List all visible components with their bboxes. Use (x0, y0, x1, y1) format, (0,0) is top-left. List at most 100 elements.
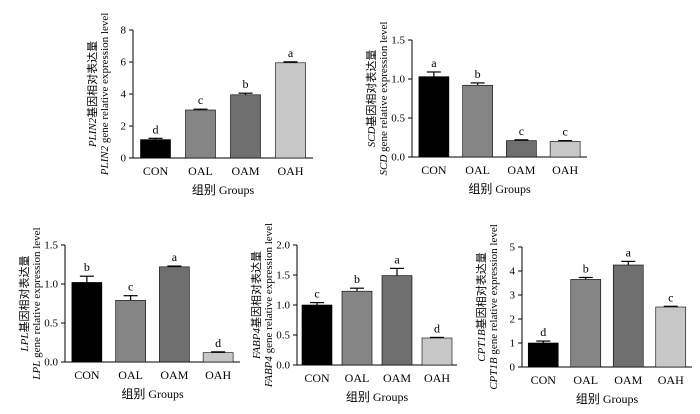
gene-symbol: FABP4 (251, 328, 263, 360)
y-tick-label: 8 (121, 25, 127, 37)
y-tick-label: 1.0 (44, 279, 58, 291)
bar-oal (185, 109, 216, 159)
significance-letter: d (540, 325, 546, 339)
y-axis-title-cn: SCD基因相对表达量 (364, 50, 378, 148)
y-tick-label: 5 (510, 242, 516, 254)
x-tick-label: OAH (658, 373, 684, 387)
chart-plin2: 0 2 4 6 8 d CON c OAL b OAM a OAH 组别 Groups PLIN2基因相对表… (80, 5, 340, 215)
x-tick-label: CON (421, 163, 447, 177)
significance-letter: a (431, 56, 437, 70)
significance-letter: d (153, 122, 159, 136)
bar-oam (159, 266, 190, 363)
bar-oam (381, 275, 413, 366)
x-tick-label: OAM (383, 371, 411, 385)
gene-symbol: FABP4 (263, 356, 275, 388)
x-tick-label: CON (304, 371, 330, 385)
significance-letter: c (314, 287, 319, 301)
bar-oal (462, 84, 493, 158)
bar-con (418, 76, 450, 158)
chart-cpt1b: 0 1 2 3 4 5 d CON b OAL a OAM c OAH 组别 Groups CPT1B基因相对… (470, 205, 700, 414)
bar-oah (421, 337, 453, 366)
bar-oal (570, 279, 602, 368)
y-tick-label: 3 (510, 290, 516, 302)
significance-letter: c (198, 93, 203, 107)
y-axis-title-en: CPT1B gene relative expression level (488, 224, 500, 390)
label-rest: gene relative expression level (488, 224, 500, 357)
y-tick-label: 1.0 (276, 300, 290, 312)
gene-symbol: CPT1B (488, 357, 500, 390)
x-axis-title: 组别 Groups (468, 182, 531, 196)
gene-symbol: LPL (19, 333, 31, 353)
y-tick-label: 2 (121, 121, 127, 133)
significance-letter: b (583, 261, 589, 275)
y-tick-label: 2.0 (276, 240, 290, 252)
gene-symbol: SCD (366, 127, 378, 148)
x-tick-label: OAM (160, 368, 188, 382)
significance-letter: a (394, 252, 400, 266)
bar-con (71, 282, 103, 363)
significance-letter: b (84, 260, 90, 274)
y-tick-label: 1.5 (391, 35, 405, 47)
x-tick-label: OAL (573, 373, 598, 387)
y-tick-label: 1.0 (391, 74, 405, 86)
x-tick-label: CON (143, 164, 169, 178)
y-tick-label: 4 (121, 89, 127, 101)
y-axis-title-cn: CPT1B基因相对表达量 (474, 252, 488, 361)
y-tick-label: 0.0 (276, 360, 290, 372)
gene-symbol: CPT1B (476, 329, 488, 362)
x-axis-title: 组别 Groups (121, 387, 184, 401)
gene-symbol: LPL (31, 361, 43, 381)
gene-symbol: SCD (378, 155, 390, 176)
y-tick-label: 0.5 (44, 318, 58, 330)
y-axis-title-en: PLIN2 gene relative expression level (99, 13, 111, 177)
y-tick-label: 1.5 (276, 270, 290, 282)
y-tick-label: 0.0 (391, 152, 405, 164)
significance-letter: a (288, 46, 294, 60)
gene-symbol: PLIN2 (87, 117, 99, 148)
y-tick-label: 0 (121, 153, 127, 165)
label-rest: 基因相对表达量 (474, 252, 488, 329)
bar-con (140, 139, 171, 159)
x-axis-title: 组别 Groups (346, 390, 409, 404)
bar-oal (341, 290, 373, 366)
y-tick-label: 0 (510, 362, 516, 374)
significance-letter: d (434, 321, 440, 335)
y-tick-label: 0.5 (391, 113, 405, 125)
label-rest: gene relative expression level (31, 227, 43, 360)
x-tick-label: OAH (552, 163, 578, 177)
y-axis-title-en: FABP4 gene relative expression level (263, 223, 275, 388)
x-axis-title: 组别 Groups (576, 392, 639, 406)
y-tick-label: 0.5 (276, 330, 290, 342)
x-tick-label: OAL (465, 163, 490, 177)
bar-oam (612, 264, 644, 368)
gene-symbol: PLIN2 (99, 145, 111, 176)
significance-letter: a (626, 245, 632, 259)
bar-oal (115, 300, 146, 363)
chart-fabp4-svg: 0.0 0.5 1.0 1.5 2.0 c CON b OAL a OAM d OAH 组别 Groups… (249, 223, 457, 404)
x-tick-label: OAL (188, 164, 213, 178)
bar-oam (230, 94, 261, 159)
bar-con (301, 304, 333, 366)
x-tick-label: CON (531, 373, 557, 387)
bar-oah (275, 62, 306, 159)
significance-letter: c (668, 290, 673, 304)
x-tick-label: OAH (205, 368, 231, 382)
significance-letter: a (172, 250, 178, 264)
bar-oah (549, 141, 581, 158)
x-axis-title: 组别 Groups (192, 183, 255, 197)
label-rest: gene relative expression level (99, 13, 111, 146)
chart-scd-svg: 0.0 0.5 1.0 1.5 a CON b OAL c OAM c OAH 组别 Groups SCD… (364, 22, 587, 196)
x-tick-label: OAM (507, 163, 535, 177)
y-tick-label: 1 (510, 338, 516, 350)
significance-letter: c (128, 280, 133, 294)
x-tick-label: OAH (278, 164, 304, 178)
label-rest: 基因相对表达量 (364, 50, 378, 127)
significance-letter: d (215, 336, 221, 350)
y-axis-title-cn: LPL基因相对表达量 (17, 256, 31, 353)
significance-letter: b (475, 67, 481, 81)
y-axis-title-en: LPL gene relative expression level (31, 227, 43, 380)
y-tick-label: 6 (121, 57, 127, 69)
